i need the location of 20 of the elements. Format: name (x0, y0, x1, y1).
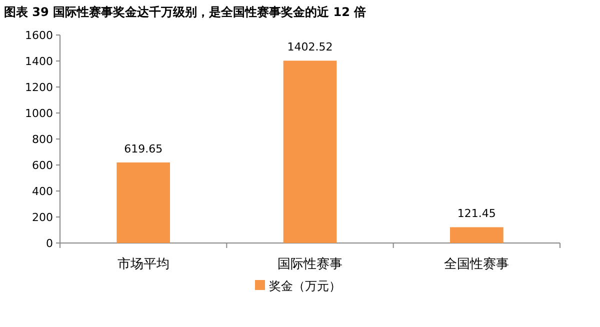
data-label: 619.65 (124, 142, 163, 156)
y-tick-label: 800 (32, 133, 53, 146)
y-tick-label: 0 (46, 237, 53, 250)
x-tick-label: 国际性赛事 (278, 256, 342, 272)
y-tick-label: 1200 (25, 81, 53, 94)
y-tick-label: 600 (32, 159, 53, 172)
bar (450, 227, 504, 243)
legend-label: 奖金（万元） (269, 279, 341, 293)
y-tick-label: 400 (32, 185, 53, 198)
chart-title: 图表 39 国际性赛事奖金达千万级别，是全国性赛事奖金的近 12 倍 (4, 5, 366, 19)
x-tick-label: 市场平均 (117, 257, 170, 272)
y-tick-label: 200 (32, 211, 53, 224)
bar (283, 60, 337, 243)
y-tick-label: 1600 (25, 29, 53, 42)
data-label: 121.45 (457, 207, 496, 220)
data-label: 1402.52 (287, 40, 333, 54)
x-tick-label: 全国性赛事 (444, 256, 510, 272)
bar (116, 162, 170, 243)
y-tick-label: 1400 (25, 55, 53, 68)
y-tick-label: 1000 (25, 107, 53, 120)
